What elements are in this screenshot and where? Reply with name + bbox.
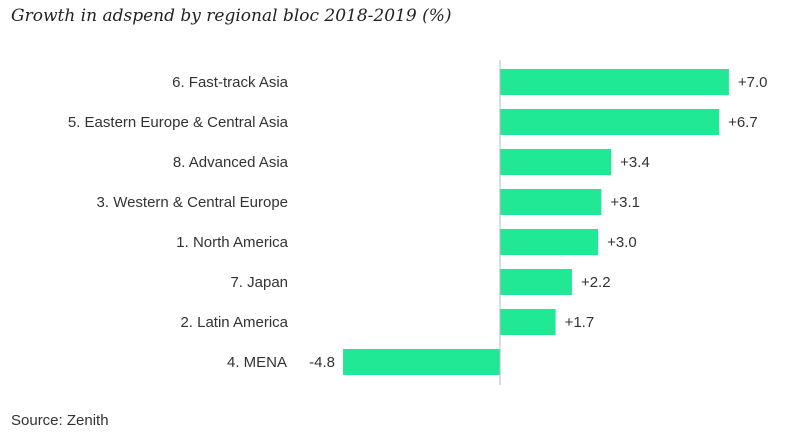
value-label: +3.0 <box>607 234 637 251</box>
bar <box>343 349 500 375</box>
bars-layer <box>343 69 729 375</box>
bar <box>500 309 556 335</box>
category-label: 8. Advanced Asia <box>173 154 289 171</box>
value-label: +1.7 <box>565 314 595 331</box>
bar <box>500 189 602 215</box>
source-note: Source: Zenith <box>11 412 109 429</box>
category-label: 6. Fast-track Asia <box>172 74 289 91</box>
category-label: 5. Eastern Europe & Central Asia <box>68 114 289 131</box>
bar <box>500 149 612 175</box>
bar <box>500 69 729 95</box>
labels-layer: 6. Fast-track Asia +7.0 5. Eastern Europe … <box>68 74 768 371</box>
category-label: 7. Japan <box>230 274 288 291</box>
category-label: 1. North America <box>176 234 288 251</box>
value-label: +7.0 <box>738 74 768 91</box>
category-label: 4. MENA <box>227 354 287 371</box>
category-label: 3. Western & Central Europe <box>97 194 288 211</box>
category-label: 2. Latin America <box>180 314 288 331</box>
chart-title: Growth in adspend by regional bloc 2018-… <box>11 6 452 26</box>
bar <box>500 229 599 255</box>
value-label: +3.4 <box>620 154 650 171</box>
value-label: -4.8 <box>309 354 335 371</box>
value-label: +2.2 <box>581 274 611 291</box>
bar <box>500 109 720 135</box>
value-label: +3.1 <box>610 194 640 211</box>
value-label: +6.7 <box>728 114 758 131</box>
bar <box>500 269 572 295</box>
